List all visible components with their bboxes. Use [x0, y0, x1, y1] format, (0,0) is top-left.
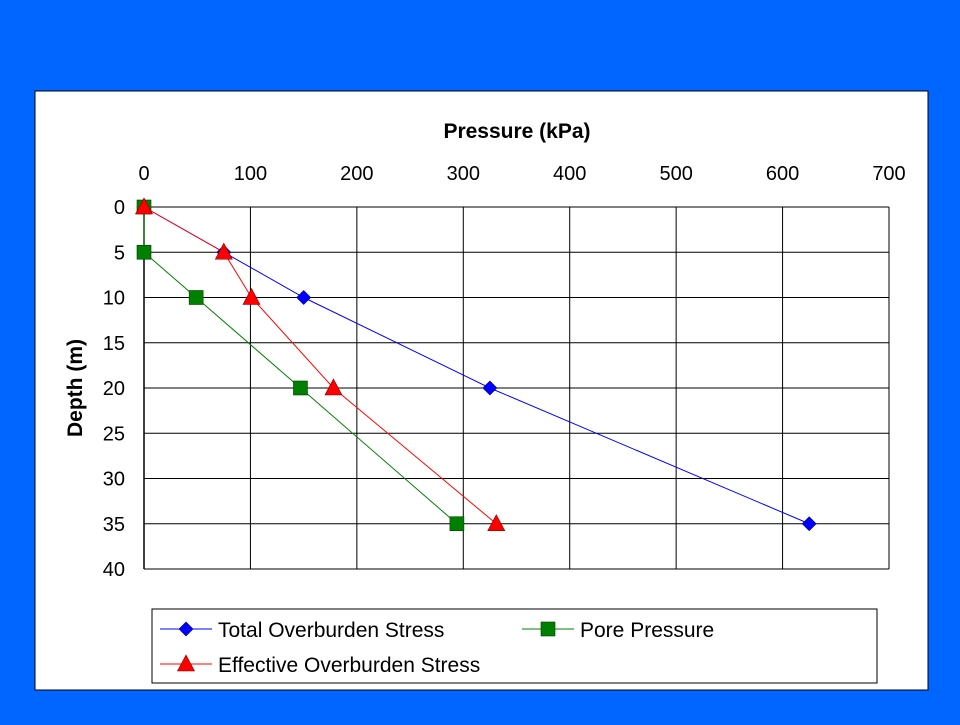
- data-point-pore-pressure: [449, 516, 465, 532]
- x-tick-label: 400: [553, 163, 586, 185]
- y-tick-label: 20: [103, 378, 125, 400]
- y-tick-label: 30: [103, 469, 125, 491]
- y-tick-label: 15: [103, 333, 125, 355]
- y-tick-label: 35: [103, 514, 125, 536]
- legend-label: Effective Overburden Stress: [218, 654, 480, 677]
- y-axis-title: Depth (m): [64, 339, 87, 437]
- legend-marker-effective-overburden-stress: [177, 654, 195, 672]
- legend: Total Overburden Stress Pore Pressure Effe…: [151, 608, 878, 684]
- x-tick-label: 100: [234, 163, 267, 185]
- series-layer: [135, 197, 817, 532]
- x-axis: 0 100 200 300 400 500 600 700: [138, 163, 905, 185]
- data-point-effective-overburden-stress: [242, 287, 261, 305]
- x-tick-label: 600: [766, 163, 799, 185]
- data-point-total-overburden-stress: [296, 290, 312, 305]
- x-tick-label: 0: [138, 163, 149, 185]
- data-point-effective-overburden-stress: [487, 514, 506, 532]
- legend-marker-pore-pressure: [540, 621, 556, 637]
- y-tick-label: 5: [114, 242, 125, 264]
- x-tick-label: 700: [872, 163, 905, 185]
- data-point-total-overburden-stress: [801, 516, 817, 532]
- data-point-pore-pressure: [188, 290, 204, 305]
- data-point-effective-overburden-stress: [214, 242, 233, 260]
- data-point-effective-overburden-stress: [135, 197, 153, 215]
- grid: [143, 206, 890, 570]
- y-axis: 0 5 10 15 20 25 30 35 40: [103, 197, 125, 581]
- x-tick-label: 300: [447, 163, 480, 185]
- y-tick-label: 10: [103, 288, 125, 310]
- x-tick-label: 500: [659, 163, 692, 185]
- y-tick-label: 0: [114, 197, 125, 219]
- y-tick-label: 40: [103, 559, 125, 581]
- legend-label: Pore Pressure: [580, 619, 714, 642]
- y-tick-label: 25: [103, 423, 125, 445]
- legend-label: Total Overburden Stress: [218, 619, 444, 642]
- data-point-effective-overburden-stress: [324, 378, 343, 396]
- chart-area: [34, 90, 929, 691]
- data-point-total-overburden-stress: [482, 380, 498, 396]
- data-point-pore-pressure: [136, 244, 152, 260]
- data-point-pore-pressure: [293, 380, 308, 396]
- x-tick-label: 200: [340, 163, 373, 185]
- x-axis-title: Pressure (kPa): [443, 120, 590, 143]
- legend-marker-total-overburden-stress: [178, 621, 194, 637]
- legend-box: [151, 608, 878, 684]
